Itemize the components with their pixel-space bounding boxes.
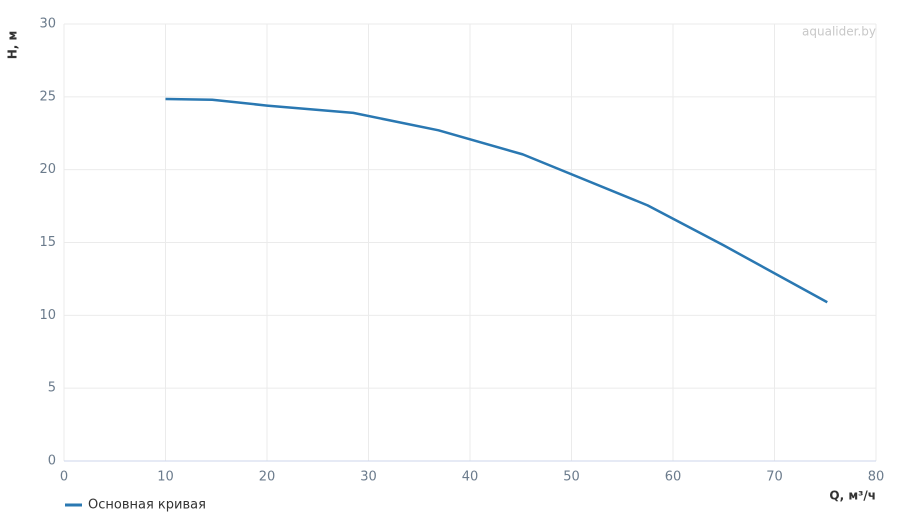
series-line bbox=[165, 97, 828, 304]
y-tick-label: 30 bbox=[39, 17, 56, 32]
y-tick-label: 10 bbox=[39, 308, 56, 323]
x-tick-label: 70 bbox=[766, 470, 783, 485]
x-tick-label: 40 bbox=[462, 470, 479, 485]
y-tick-label: 15 bbox=[39, 235, 56, 250]
y-tick-label: 5 bbox=[48, 381, 56, 396]
y-axis-label: H, м bbox=[6, 31, 20, 60]
x-axis-label: Q, м³/ч bbox=[829, 489, 876, 503]
x-tick-label: 60 bbox=[665, 470, 682, 485]
y-tick-label: 20 bbox=[39, 162, 56, 177]
y-tick-label: 0 bbox=[48, 454, 56, 469]
x-tick-label: 0 bbox=[60, 470, 68, 485]
x-tick-label: 10 bbox=[157, 470, 174, 485]
x-tick-label: 30 bbox=[360, 470, 377, 485]
x-tick-label: 50 bbox=[563, 470, 580, 485]
x-tick-label: 20 bbox=[259, 470, 276, 485]
watermark: aqualider.by bbox=[802, 25, 876, 39]
x-tick-label: 80 bbox=[868, 470, 885, 485]
legend-label: Основная кривая bbox=[88, 498, 206, 513]
y-tick-label: 25 bbox=[39, 89, 56, 104]
